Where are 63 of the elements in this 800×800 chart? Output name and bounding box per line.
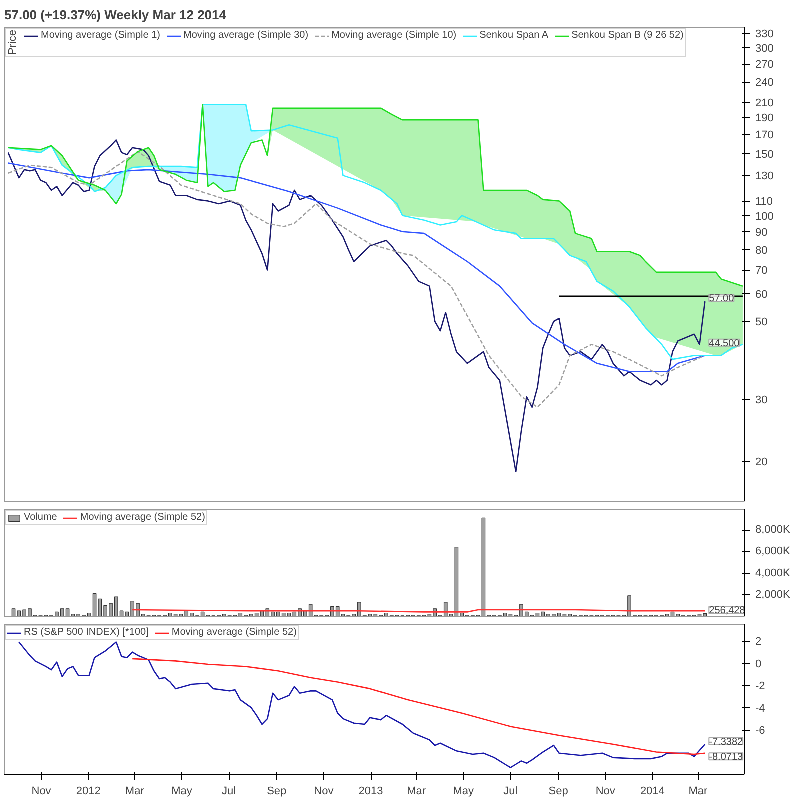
annotation: 256,428 bbox=[709, 606, 746, 617]
x-tick-label: Nov bbox=[596, 786, 616, 798]
x-tick-label: Jul bbox=[504, 786, 518, 798]
legend-title: Price bbox=[7, 30, 19, 56]
legend-label: Moving average (Simple 1) bbox=[41, 30, 160, 41]
legend-label: Moving average (Simple 52) bbox=[172, 627, 297, 638]
y-tick-label: 30 bbox=[756, 394, 768, 407]
x-tick-label: 2012 bbox=[76, 786, 101, 798]
annotation: -8.0713 bbox=[709, 752, 744, 764]
y-tick-label: 70 bbox=[756, 265, 768, 278]
y-tick-label: 20 bbox=[756, 456, 768, 469]
x-tick-label: Sep bbox=[267, 786, 287, 798]
y-tick-label: 6,000K bbox=[756, 546, 792, 558]
annotation: -7.3382 bbox=[709, 736, 744, 748]
legend-label: Senkou Span A bbox=[480, 30, 549, 41]
y-tick-label: 100 bbox=[756, 210, 774, 223]
legend-label: Senkou Span B (9 26 52) bbox=[572, 30, 684, 41]
annotation: 57.00 bbox=[709, 294, 735, 305]
chart-title: 57.00 (+19.37%) Weekly Mar 12 2014 bbox=[4, 8, 228, 22]
y-tick-label: 270 bbox=[756, 59, 774, 72]
y-tick-label: 60 bbox=[756, 288, 768, 301]
y-tick-label: 4,000K bbox=[756, 567, 792, 580]
y-tick-label: 90 bbox=[756, 226, 768, 239]
x-tick-label: 2013 bbox=[358, 786, 384, 798]
line-series bbox=[8, 162, 706, 372]
legend-label: Moving average (Simple 52) bbox=[80, 512, 206, 523]
x-tick-label: May bbox=[172, 786, 193, 798]
annotation: 44.500 bbox=[709, 338, 740, 350]
y-tick-label: 50 bbox=[756, 316, 768, 329]
y-tick-label: 8,000K bbox=[756, 524, 792, 536]
x-tick-label: Jul bbox=[222, 786, 236, 798]
x-tick-label: Nov bbox=[32, 786, 52, 798]
y-tick-label: 240 bbox=[756, 77, 774, 90]
y-tick-label: 300 bbox=[756, 42, 774, 55]
x-tick-label: May bbox=[453, 786, 475, 798]
y-tick-label: 150 bbox=[756, 148, 774, 161]
x-tick-label: Nov bbox=[314, 786, 334, 798]
x-tick-label: 2014 bbox=[640, 786, 665, 798]
legend-label: RS (S&P 500 INDEX) [*100] bbox=[24, 627, 149, 638]
y-tick-label: -6 bbox=[756, 725, 766, 738]
y-tick-label: 0 bbox=[756, 658, 762, 670]
y-tick-label: 210 bbox=[756, 97, 774, 110]
y-tick-label: 130 bbox=[756, 170, 774, 183]
x-tick-label: Mar bbox=[407, 786, 426, 798]
x-tick-label: Sep bbox=[548, 786, 568, 798]
y-tick-label: -2 bbox=[756, 680, 766, 693]
legend-label: Moving average (Simple 30) bbox=[184, 30, 309, 41]
y-tick-label: -4 bbox=[756, 702, 766, 715]
x-tick-label: Mar bbox=[688, 786, 708, 798]
y-tick-label: 330 bbox=[756, 28, 774, 40]
y-tick-label: 170 bbox=[756, 130, 774, 142]
y-tick-label: 80 bbox=[756, 244, 768, 257]
legend-label: Moving average (Simple 10) bbox=[332, 30, 457, 41]
x-tick-label: Mar bbox=[125, 786, 145, 798]
line-series bbox=[8, 104, 744, 287]
y-tick-label: 110 bbox=[756, 196, 774, 208]
line-series bbox=[8, 140, 706, 472]
y-tick-label: 2,000K bbox=[756, 588, 792, 601]
legend-label: Volume bbox=[24, 512, 58, 523]
line-series bbox=[18, 642, 706, 768]
line-series bbox=[132, 658, 706, 756]
y-tick-label: 2 bbox=[756, 636, 762, 648]
y-tick-label: 190 bbox=[756, 112, 774, 125]
